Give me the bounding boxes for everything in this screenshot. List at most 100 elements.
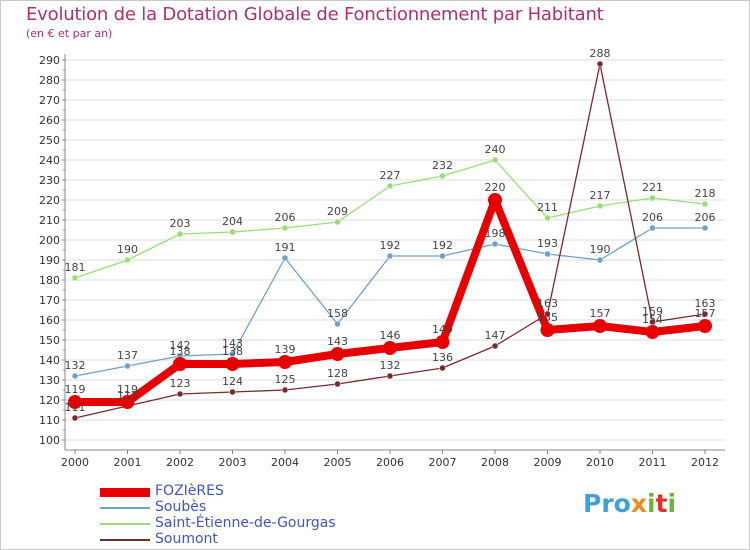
data-point-soubes — [71, 372, 79, 380]
x-tick-label: 2005 — [324, 456, 352, 469]
data-label-soumont: 163 — [537, 297, 558, 310]
legend-swatch-fozieres — [100, 488, 150, 497]
data-point-saint_etienne — [386, 182, 394, 190]
data-label-soubes: 206 — [695, 211, 716, 224]
y-tick-label: 250 — [39, 134, 60, 147]
data-label-soumont: 288 — [590, 47, 611, 60]
data-label-fozieres: 138 — [222, 345, 243, 358]
y-tick-label: 220 — [39, 194, 60, 207]
y-tick-label: 130 — [39, 374, 60, 387]
data-point-soumont — [544, 310, 551, 318]
y-tick-label: 100 — [39, 434, 60, 447]
data-label-saint_etienne: 204 — [222, 215, 243, 228]
data-point-soubes — [701, 224, 709, 232]
x-tick-label: 2012 — [691, 456, 719, 469]
data-point-saint_etienne — [596, 202, 604, 210]
data-point-fozieres — [698, 319, 712, 333]
data-label-fozieres: 139 — [275, 343, 296, 356]
data-label-saint_etienne: 218 — [695, 187, 716, 200]
data-point-fozieres — [173, 357, 187, 371]
y-tick-label: 280 — [39, 74, 60, 87]
data-point-saint_etienne — [229, 228, 236, 236]
y-tick-label: 230 — [39, 174, 60, 187]
data-label-soubes: 190 — [590, 243, 611, 256]
y-tick-label: 180 — [39, 274, 60, 287]
data-label-soumont: 111 — [65, 401, 86, 414]
data-label-soumont: 117 — [117, 389, 138, 402]
grid-lines — [65, 59, 725, 441]
data-label-fozieres: 220 — [485, 181, 506, 194]
data-point-saint_etienne — [124, 256, 131, 264]
data-point-soumont — [386, 372, 394, 380]
data-label-soubes: 158 — [327, 307, 348, 320]
chart-title: Evolution de la Dotation Globale de Fonc… — [26, 4, 604, 25]
data-label-soumont: 125 — [275, 373, 296, 386]
data-label-fozieres: 138 — [170, 345, 191, 358]
data-label-soubes: 192 — [432, 239, 453, 252]
data-point-saint_etienne — [649, 194, 656, 202]
data-label-soumont: 128 — [327, 367, 348, 380]
data-point-soumont — [334, 380, 341, 388]
y-tick-label: 210 — [39, 214, 60, 227]
y-tick-label: 160 — [39, 314, 60, 327]
data-point-saint_etienne — [491, 156, 499, 164]
data-label-soubes: 193 — [537, 237, 558, 250]
data-label-fozieres: 154 — [642, 313, 663, 326]
y-tick-label: 240 — [39, 154, 60, 167]
data-point-saint_etienne — [701, 200, 709, 208]
data-point-soubes — [386, 252, 394, 260]
data-point-soubes — [596, 256, 604, 264]
data-label-soubes: 192 — [380, 239, 401, 252]
data-label-fozieres: 143 — [327, 335, 348, 348]
data-label-soubes: 206 — [642, 211, 663, 224]
data-label-fozieres: 149 — [432, 323, 453, 336]
y-tick-label: 170 — [39, 294, 60, 307]
x-tick-label: 2004 — [271, 456, 299, 469]
data-label-soumont: 136 — [432, 351, 453, 364]
data-point-soubes — [281, 254, 289, 262]
x-tick-label: 2010 — [586, 456, 614, 469]
data-label-fozieres: 155 — [537, 311, 558, 324]
data-label-fozieres: 157 — [590, 307, 611, 320]
data-label-soumont: 163 — [695, 297, 716, 310]
data-label-soubes: 142 — [170, 339, 191, 352]
data-point-soumont — [439, 364, 446, 372]
data-point-soubes — [491, 240, 499, 248]
x-tick-label: 2002 — [166, 456, 194, 469]
data-label-saint_etienne: 232 — [432, 159, 453, 172]
data-label-soumont: 159 — [642, 305, 663, 318]
y-tick-label: 190 — [39, 254, 60, 267]
y-tick-label: 270 — [39, 94, 60, 107]
legend-swatch-soubes — [100, 507, 150, 509]
data-label-soubes: 191 — [275, 241, 296, 254]
axes: 100 110 120 130 140 150 160 170 180 190 200 210 220 2… — [39, 54, 725, 469]
legend-label: Soubès — [155, 499, 207, 515]
data-label-soumont: 123 — [170, 377, 191, 390]
data-point-soumont — [229, 388, 236, 396]
data-label-saint_etienne: 203 — [170, 217, 191, 230]
data-label-soumont: 124 — [222, 375, 243, 388]
y-tick-label: 260 — [39, 114, 60, 127]
data-label-saint_etienne: 240 — [485, 143, 506, 156]
y-tick-label: 120 — [39, 394, 60, 407]
data-label-fozieres: 157 — [695, 307, 716, 320]
data-label-soumont: 147 — [485, 329, 506, 342]
y-tick-label: 290 — [39, 54, 60, 67]
data-point-fozieres — [68, 395, 82, 409]
data-point-soumont — [701, 310, 709, 318]
data-label-saint_etienne: 209 — [327, 205, 348, 218]
data-label-saint_etienne: 227 — [380, 169, 401, 182]
series-points — [68, 60, 712, 422]
data-point-soubes — [544, 250, 551, 258]
proxiti-logo: Proxiti — [583, 489, 677, 518]
data-point-saint_etienne — [544, 214, 551, 222]
data-label-saint_etienne: 190 — [117, 243, 138, 256]
data-point-soubes — [124, 362, 131, 370]
x-tick-label: 2003 — [219, 456, 247, 469]
data-label-soubes: 132 — [65, 359, 86, 372]
y-tick-label: 150 — [39, 334, 60, 347]
data-point-soumont — [491, 342, 499, 350]
legend-label: FOZIèRES — [155, 483, 224, 499]
